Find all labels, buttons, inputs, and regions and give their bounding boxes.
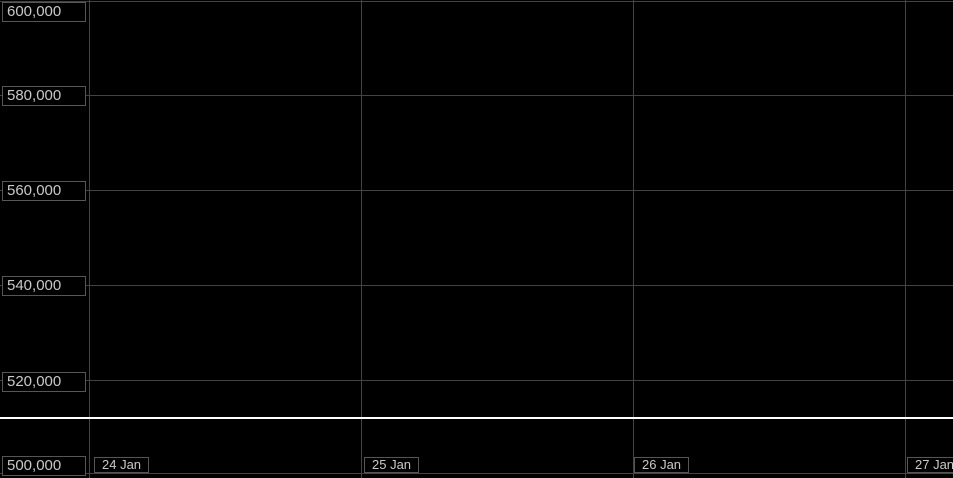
v-gridline-24jan [89,0,90,478]
h-gridline-500000 [0,473,953,474]
y-tick-label-580000: 580,000 [2,86,86,106]
x-tick-label-27jan: 27 Jan [907,457,953,473]
y-tick-label-540000: 540,000 [2,276,86,296]
y-tick-label-600000: 600,000 [2,2,86,22]
x-tick-label-25jan: 25 Jan [364,457,420,473]
x-tick-label-26jan: 26 Jan [634,457,690,473]
y-tick-label-560000: 560,000 [2,181,86,201]
y-tick-label-500000: 500,000 [2,456,86,476]
h-gridline-580000 [0,95,953,96]
series-line [0,417,953,419]
v-gridline-26jan [633,0,634,478]
h-gridline-600000 [0,1,953,2]
h-gridline-540000 [0,285,953,286]
h-gridline-520000 [0,380,953,381]
x-tick-label-24jan: 24 Jan [94,457,150,473]
v-gridline-27jan [905,0,906,478]
h-gridline-560000 [0,190,953,191]
v-gridline-25jan [361,0,362,478]
y-tick-label-520000: 520,000 [2,372,86,392]
